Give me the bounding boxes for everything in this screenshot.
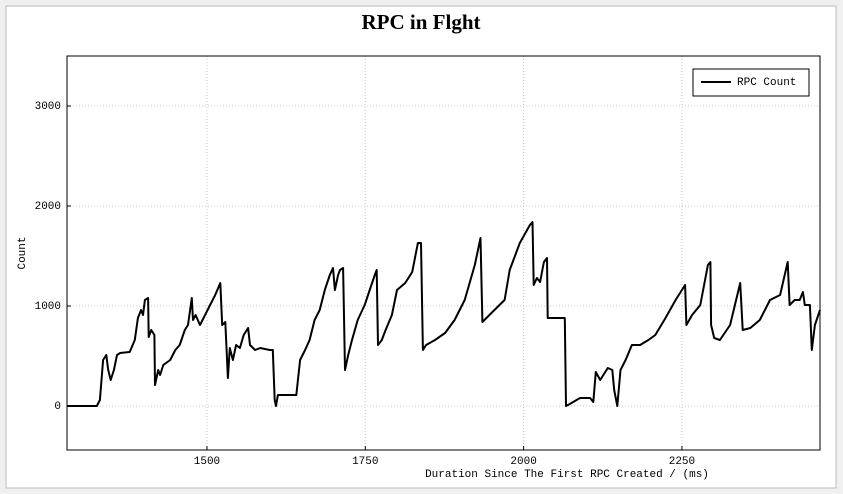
chart-title: RPC in Flght [361,10,480,34]
y-tick-label: 1000 [35,301,61,313]
x-tick-label: 2000 [510,456,536,468]
y-tick-label: 0 [54,401,61,413]
y-tick-label: 3000 [35,101,61,113]
legend-label: RPC Count [737,77,796,89]
x-tick-label: 2250 [669,456,695,468]
x-tick-label: 1500 [194,456,220,468]
x-axis-label: Duration Since The First RPC Created / (… [425,469,709,481]
line-series [67,221,821,407]
y-tick-label: 2000 [35,201,61,213]
x-tick-label: 1750 [352,456,378,468]
plot-area [66,55,821,451]
y-axis-label: Count [17,236,29,269]
